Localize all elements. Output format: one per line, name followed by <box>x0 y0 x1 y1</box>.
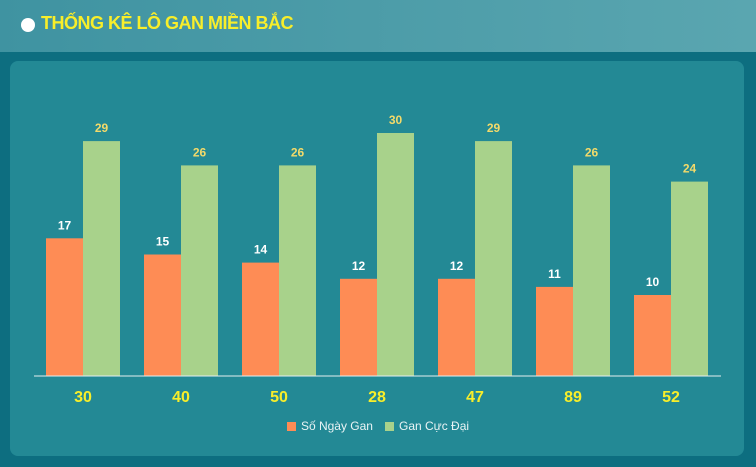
data-label-so-ngay-gan-52: 10 <box>646 275 660 289</box>
category-label-50: 50 <box>270 389 288 406</box>
data-label-so-ngay-gan-47: 12 <box>450 259 464 273</box>
legend-label-series-2: Gan Cực Đại <box>398 419 470 433</box>
bar-so-ngay-gan-50[interactable] <box>242 262 279 376</box>
bar-gan-cuc-dai-40[interactable] <box>181 165 218 376</box>
category-label-28: 28 <box>368 389 386 406</box>
bar-gan-cuc-dai-89[interactable] <box>573 165 610 376</box>
data-label-so-ngay-gan-28: 12 <box>352 259 366 273</box>
legend-item-series-2[interactable]: Gan Cực Đại <box>384 419 470 433</box>
category-label-89: 89 <box>564 389 582 406</box>
bar-gan-cuc-dai-47[interactable] <box>475 141 512 376</box>
data-label-so-ngay-gan-89: 11 <box>548 267 561 281</box>
category-label-52: 52 <box>662 389 680 406</box>
bullet-dot-icon <box>21 18 35 32</box>
data-label-gan-cuc-dai-30: 29 <box>95 121 109 135</box>
category-label-47: 47 <box>466 389 484 406</box>
category-label-30: 30 <box>74 389 92 406</box>
data-label-so-ngay-gan-30: 17 <box>58 218 72 232</box>
bar-so-ngay-gan-52[interactable] <box>634 295 671 376</box>
bar-gan-cuc-dai-50[interactable] <box>279 165 316 376</box>
data-label-gan-cuc-dai-28: 30 <box>389 113 403 127</box>
bar-gan-cuc-dai-28[interactable] <box>377 133 414 376</box>
chart-legend: Số Ngày Gan Gan Cực Đại <box>0 419 756 433</box>
bar-so-ngay-gan-28[interactable] <box>340 278 377 376</box>
header-bar: THỐNG KÊ LÔ GAN MIỀN BẮC <box>0 0 756 52</box>
data-label-gan-cuc-dai-40: 26 <box>193 145 207 159</box>
bar-gan-cuc-dai-30[interactable] <box>83 141 120 376</box>
data-label-so-ngay-gan-50: 14 <box>254 243 268 257</box>
page-title: THỐNG KÊ LÔ GAN MIỀN BẮC <box>41 13 294 33</box>
bar-so-ngay-gan-89[interactable] <box>536 286 573 376</box>
data-label-gan-cuc-dai-52: 24 <box>683 162 697 176</box>
data-label-gan-cuc-dai-47: 29 <box>487 121 501 135</box>
data-label-gan-cuc-dai-50: 26 <box>291 145 305 159</box>
legend-item-series-1[interactable]: Số Ngày Gan <box>286 419 373 433</box>
bar-so-ngay-gan-30[interactable] <box>46 238 83 376</box>
bar-so-ngay-gan-47[interactable] <box>438 278 475 376</box>
legend-label-series-1: Số Ngày Gan <box>300 419 373 433</box>
bar-so-ngay-gan-40[interactable] <box>144 254 181 377</box>
data-label-so-ngay-gan-40: 15 <box>156 235 170 249</box>
category-label-40: 40 <box>172 389 190 406</box>
data-label-gan-cuc-dai-89: 26 <box>585 145 599 159</box>
legend-swatch-series-1 <box>286 421 296 431</box>
bar-gan-cuc-dai-52[interactable] <box>671 181 708 376</box>
legend-swatch-series-2 <box>384 421 394 431</box>
